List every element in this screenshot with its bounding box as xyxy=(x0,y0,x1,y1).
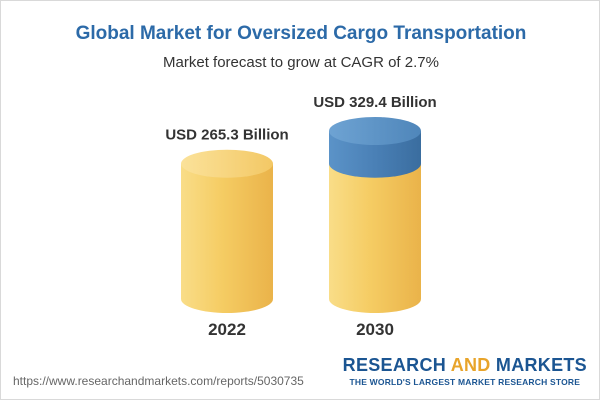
bar-2030-top xyxy=(329,117,421,145)
bar-2022-body xyxy=(181,163,273,313)
category-label-2030: 2030 xyxy=(356,320,394,339)
chart-title: Global Market for Oversized Cargo Transp… xyxy=(75,23,527,44)
chart-subtitle: Market forecast to grow at CAGR of 2.7% xyxy=(163,54,439,71)
brand-name-part3: MARKETS xyxy=(490,355,587,375)
data-label-2030: USD 329.4 Billion xyxy=(313,94,436,111)
data-label-2022: USD 265.3 Billion xyxy=(165,127,288,144)
brand-name: RESEARCH AND MARKETS xyxy=(343,355,587,376)
brand-name-part1: RESEARCH xyxy=(342,355,451,375)
category-label-2022: 2022 xyxy=(208,320,246,339)
brand-logo: RESEARCH AND MARKETS THE WORLD'S LARGEST… xyxy=(343,355,587,387)
brand-tagline: THE WORLD'S LARGEST MARKET RESEARCH STOR… xyxy=(349,377,581,387)
brand-name-and: AND xyxy=(450,355,491,375)
source-url[interactable]: https://www.researchandmarkets.com/repor… xyxy=(13,374,304,388)
bar-2022-top xyxy=(181,149,273,178)
bar-2030-body xyxy=(329,163,421,313)
